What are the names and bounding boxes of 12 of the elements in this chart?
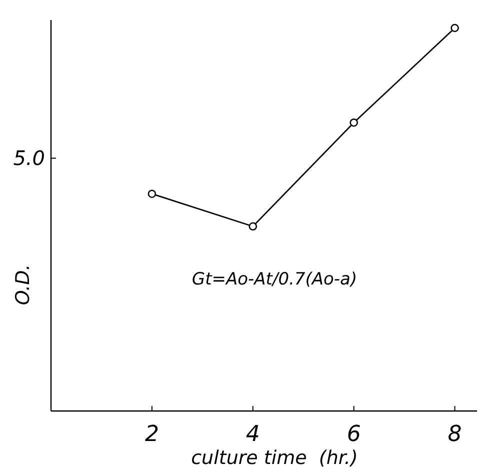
x-axis-title: culture time (hr.) — [191, 447, 358, 467]
point — [148, 190, 156, 198]
point — [450, 24, 459, 32]
point — [248, 222, 258, 231]
x-tick-label: 6 — [346, 422, 361, 447]
annotation: Gt=Ao-At/0.7(Ao-a) — [192, 270, 358, 290]
x-tick-label: 2 — [144, 422, 159, 447]
y-axis-title: O.D. — [12, 264, 34, 306]
text: 5.0 — [13, 146, 45, 170]
x-tick-label: 8 — [448, 422, 462, 447]
x-tick-label: 4 — [246, 422, 260, 447]
point — [350, 118, 358, 127]
